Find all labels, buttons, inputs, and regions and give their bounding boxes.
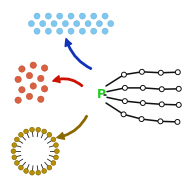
Circle shape bbox=[15, 76, 21, 83]
Circle shape bbox=[19, 165, 23, 170]
Circle shape bbox=[68, 13, 74, 19]
Circle shape bbox=[102, 13, 108, 19]
Circle shape bbox=[121, 112, 126, 117]
Circle shape bbox=[24, 129, 28, 134]
Circle shape bbox=[140, 101, 145, 105]
Circle shape bbox=[14, 161, 19, 165]
Circle shape bbox=[140, 85, 145, 90]
Circle shape bbox=[55, 149, 59, 153]
Circle shape bbox=[30, 62, 36, 68]
Circle shape bbox=[30, 127, 34, 132]
Circle shape bbox=[51, 137, 56, 142]
Circle shape bbox=[51, 21, 57, 27]
Text: P: P bbox=[97, 88, 106, 101]
Circle shape bbox=[41, 86, 48, 92]
Circle shape bbox=[34, 13, 40, 19]
Circle shape bbox=[14, 137, 19, 142]
Circle shape bbox=[36, 170, 41, 175]
Circle shape bbox=[19, 66, 25, 72]
Circle shape bbox=[57, 13, 63, 19]
Circle shape bbox=[26, 72, 33, 79]
Circle shape bbox=[79, 28, 85, 34]
Circle shape bbox=[54, 143, 58, 147]
Circle shape bbox=[139, 69, 144, 74]
Circle shape bbox=[12, 143, 17, 147]
Circle shape bbox=[158, 70, 163, 75]
Circle shape bbox=[85, 21, 91, 27]
Circle shape bbox=[159, 102, 164, 107]
Circle shape bbox=[108, 21, 114, 27]
Circle shape bbox=[21, 138, 49, 165]
Circle shape bbox=[91, 28, 97, 34]
Circle shape bbox=[12, 155, 17, 160]
Circle shape bbox=[158, 119, 163, 124]
Circle shape bbox=[175, 70, 180, 75]
Circle shape bbox=[11, 149, 16, 153]
Circle shape bbox=[47, 165, 52, 170]
Circle shape bbox=[19, 132, 23, 137]
Circle shape bbox=[176, 86, 181, 91]
Circle shape bbox=[57, 28, 63, 34]
Circle shape bbox=[121, 72, 126, 77]
Circle shape bbox=[47, 132, 52, 137]
Circle shape bbox=[40, 21, 46, 27]
Circle shape bbox=[34, 28, 40, 34]
Circle shape bbox=[42, 169, 47, 173]
Circle shape bbox=[30, 170, 34, 175]
Circle shape bbox=[24, 169, 28, 173]
Circle shape bbox=[28, 21, 34, 27]
Circle shape bbox=[15, 97, 21, 103]
Circle shape bbox=[38, 75, 44, 82]
Circle shape bbox=[122, 85, 127, 90]
Circle shape bbox=[175, 119, 180, 124]
Circle shape bbox=[74, 21, 80, 27]
Circle shape bbox=[91, 13, 97, 19]
Circle shape bbox=[176, 102, 181, 107]
Circle shape bbox=[30, 83, 36, 89]
Circle shape bbox=[122, 99, 127, 104]
Circle shape bbox=[41, 65, 48, 71]
Circle shape bbox=[19, 87, 25, 93]
Circle shape bbox=[96, 21, 102, 27]
Circle shape bbox=[42, 129, 47, 134]
FancyArrowPatch shape bbox=[53, 76, 83, 87]
FancyArrowPatch shape bbox=[65, 39, 91, 69]
FancyArrowPatch shape bbox=[57, 115, 87, 139]
Circle shape bbox=[62, 21, 68, 27]
Circle shape bbox=[36, 127, 41, 132]
Circle shape bbox=[68, 28, 74, 34]
Circle shape bbox=[102, 28, 108, 34]
Circle shape bbox=[51, 161, 56, 165]
Circle shape bbox=[26, 93, 33, 100]
Circle shape bbox=[139, 117, 144, 122]
Circle shape bbox=[54, 155, 58, 160]
Circle shape bbox=[45, 28, 51, 34]
Circle shape bbox=[38, 96, 44, 102]
Circle shape bbox=[79, 13, 85, 19]
Circle shape bbox=[45, 13, 51, 19]
Circle shape bbox=[159, 87, 164, 92]
